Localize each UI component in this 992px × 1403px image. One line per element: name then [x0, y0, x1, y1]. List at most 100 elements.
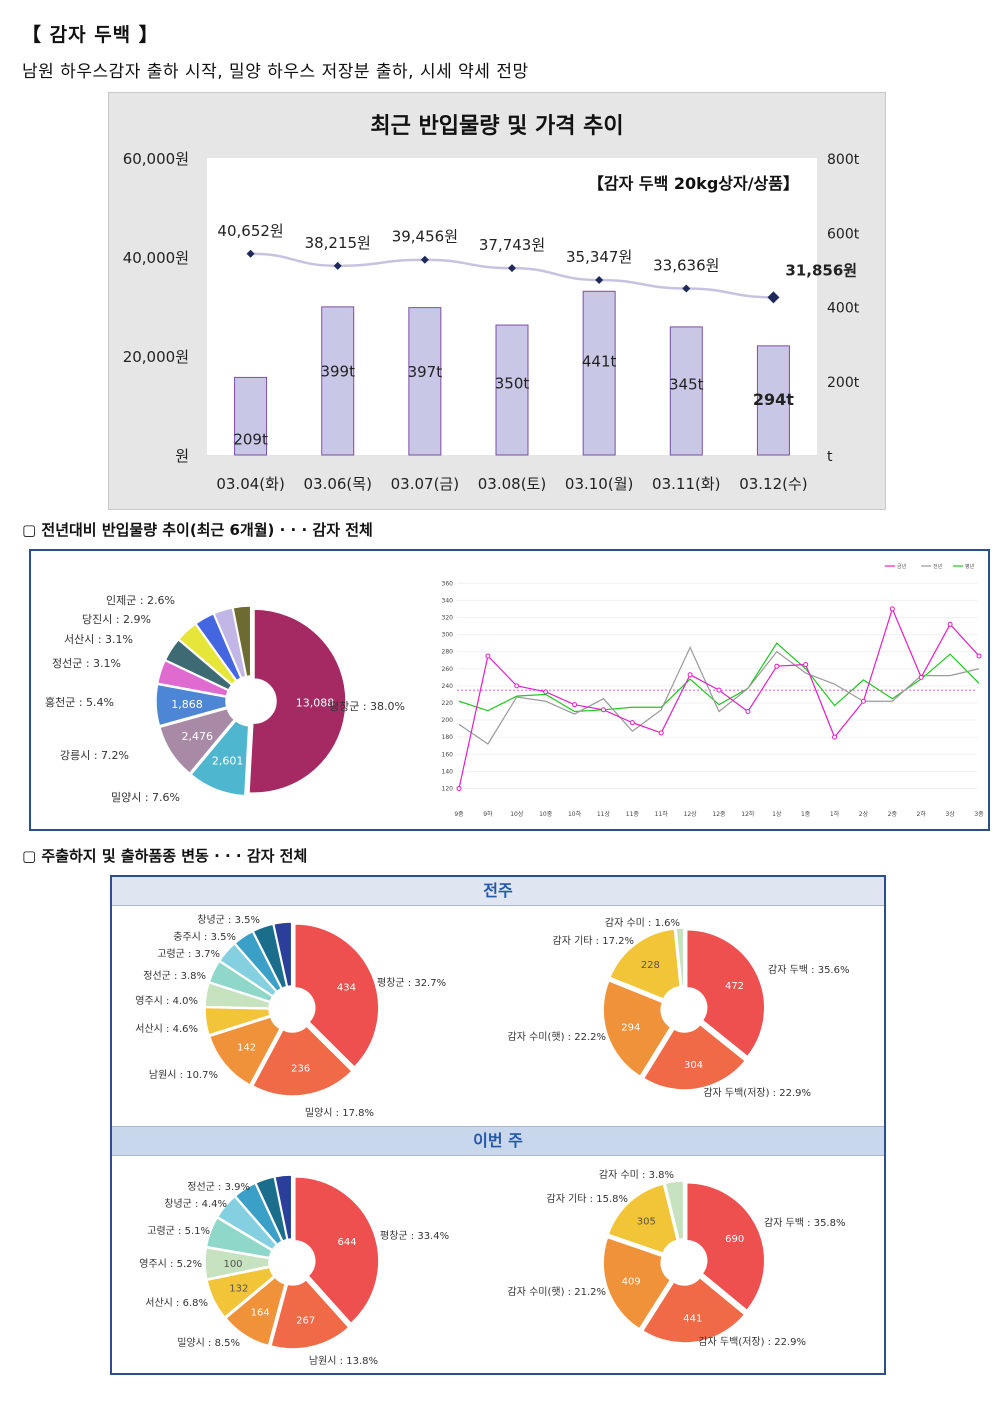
x-tick-label: 03.11(화) [652, 475, 720, 493]
series-point [600, 707, 606, 713]
x-tick-label: 10상 [510, 810, 524, 818]
x-tick-label: 12중 [712, 811, 726, 818]
series-point [629, 720, 635, 726]
series-point [745, 709, 751, 715]
legend-label: 전년 [933, 563, 943, 570]
price-label: 35,347원 [566, 248, 632, 266]
series-point [947, 621, 953, 627]
pie-slice [248, 608, 347, 794]
x-tick-label: 3상 [945, 810, 955, 818]
slice-value: 305 [637, 1217, 656, 1228]
slice-label: 평창군 : 38.0% [329, 700, 405, 713]
slice-label: 서산시 : 6.8% [145, 1297, 208, 1309]
y-right-tick: 400t [827, 301, 860, 317]
slice-value: 472 [725, 981, 744, 992]
pie-slice [190, 719, 250, 797]
series-point [918, 674, 924, 680]
y-right-tick: t [827, 449, 833, 465]
y-tick-label: 200 [442, 717, 454, 724]
slice-label: 영주시 : 5.2% [139, 1258, 202, 1270]
volume-trend-panel: 13,088 2,601 2,476 1,868 평창군 : 38.0% 밀양시 : 7.… [29, 549, 990, 831]
x-tick-label: 12상 [684, 810, 698, 818]
page-subtitle: 남원 하우스감자 출하 시작, 밀양 하우스 저장분 출하, 시세 약세 전망 [22, 62, 529, 82]
x-tick-label: 3중 [974, 811, 984, 818]
slice-label: 감자 기타 : 17.2% [553, 935, 634, 947]
y-tick-label: 120 [442, 785, 454, 792]
series-point [687, 672, 693, 678]
slice-label: 서산시 : 3.1% [64, 633, 133, 646]
y-left-tick: 40,000원 [123, 249, 189, 267]
y-tick-label: 280 [442, 649, 454, 656]
series-point [803, 661, 809, 667]
slice-value: 132 [229, 1284, 248, 1295]
y-tick-label: 320 [442, 614, 454, 621]
slice-label: 강릉시 : 7.2% [60, 749, 129, 762]
y-right-tick: 800t [827, 152, 860, 168]
slice-label: 감자 수미(햇) : 21.2% [508, 1286, 606, 1298]
x-tick-label: 1상 [772, 810, 782, 818]
slice-value: 690 [725, 1234, 744, 1245]
pie-slice [218, 942, 278, 998]
legend-label: 평년 [965, 563, 975, 570]
slice-value: 2,601 [212, 755, 244, 768]
series-point [456, 785, 462, 791]
volume-bar-label: 350t [495, 375, 530, 393]
y-tick-label: 140 [442, 768, 454, 775]
pie-slice [685, 1181, 766, 1312]
page-title: 【 감자 두백 】 [22, 24, 159, 46]
price-label: 33,636원 [653, 257, 719, 275]
price-point [682, 284, 691, 293]
x-tick-label: 03.06(목) [303, 475, 371, 493]
slice-label: 정선군 : 3.1% [52, 657, 121, 670]
x-tick-label: 2상 [859, 810, 869, 818]
slice-value: 294 [621, 1022, 640, 1033]
series-line [458, 642, 980, 713]
series-point [514, 683, 520, 689]
price-label: 40,652원 [217, 222, 283, 240]
this-week-band: 이번 주 [112, 1126, 884, 1156]
y-right-tick: 200t [827, 375, 860, 391]
pie-slice [204, 981, 271, 1009]
volume-bar [669, 326, 703, 456]
pie-slice [216, 1195, 278, 1251]
volume-bar-label: 209t [233, 431, 268, 449]
pie-slice [233, 930, 283, 993]
pie-slice [294, 1176, 380, 1325]
slice-label: 정선군 : 3.8% [143, 970, 206, 982]
pie-slice [273, 1174, 293, 1241]
region-share-pie: 13,088 2,601 2,476 1,868 평창군 : 38.0% 밀양시 : 7.… [45, 594, 405, 804]
slice-value: 142 [237, 1043, 256, 1054]
series-point [976, 653, 982, 659]
volume-bar [582, 290, 616, 456]
slice-value: 100 [223, 1259, 242, 1270]
pie-slice [204, 1246, 271, 1280]
slice-value: 236 [291, 1063, 310, 1074]
volume-bar-label: 294t [753, 390, 794, 409]
slice-value: 304 [684, 1060, 703, 1071]
slice-value: 228 [641, 960, 660, 971]
chart-title: 최근 반입물량 및 가격 추이 [370, 114, 623, 139]
y-left-tick: 60,000원 [123, 150, 189, 168]
pie-slice [155, 683, 228, 727]
volume-bar [408, 307, 442, 456]
slice-label: 평창군 : 33.4% [380, 1230, 449, 1242]
y-tick-label: 260 [442, 666, 454, 673]
y-right-tick: 600t [827, 226, 860, 242]
price-point [767, 291, 780, 304]
chart-annotation: 【감자 두백 20kg상자/상품】 [588, 174, 799, 193]
price-label: 38,215원 [305, 234, 371, 252]
x-tick-label: 2하 [917, 810, 927, 818]
slice-value: 2,476 [182, 730, 214, 743]
volume-bar [234, 376, 268, 456]
series-point [485, 653, 491, 659]
slice-label: 영주시 : 4.0% [135, 995, 198, 1007]
pie-slice [272, 921, 293, 988]
pie-slice [205, 1216, 274, 1259]
slice-label: 남원시 : 13.8% [309, 1355, 378, 1367]
x-tick-label: 1중 [801, 811, 811, 818]
slice-label: 밀양시 : 7.6% [111, 791, 180, 804]
pie-slice [607, 1183, 679, 1255]
slice-label: 감자 두백(저장) : 22.9% [698, 1336, 806, 1348]
x-tick-label: 12하 [741, 810, 755, 818]
x-tick-label: 2중 [888, 811, 898, 818]
